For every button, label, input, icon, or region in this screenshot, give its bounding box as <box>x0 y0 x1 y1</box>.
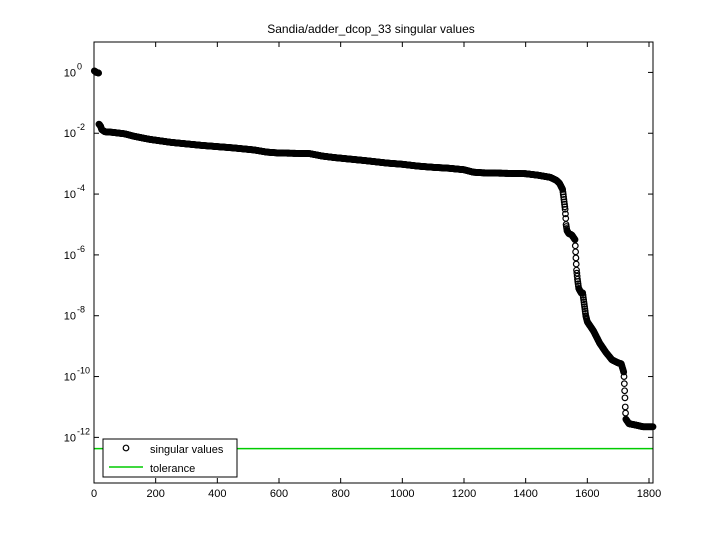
singular-value-point <box>561 203 569 211</box>
legend-label-singular-values: singular values <box>150 444 224 456</box>
y-tick-exponent: -6 <box>77 244 85 254</box>
singular-value-point <box>572 260 580 268</box>
x-tick-label: 1800 <box>637 488 661 500</box>
y-tick-label: 10-12 <box>64 426 90 444</box>
y-tick-base: 10 <box>64 67 76 79</box>
x-tick-label: 0 <box>91 488 97 500</box>
singular-value-point <box>620 368 628 376</box>
singular-value-point <box>95 69 103 77</box>
x-tick-label: 400 <box>208 488 226 500</box>
x-tick-label: 1200 <box>452 488 476 500</box>
singular-value-point <box>621 403 629 411</box>
singular-value-point <box>621 387 629 395</box>
x-tick-label: 200 <box>146 488 164 500</box>
legend-label-tolerance: tolerance <box>150 463 195 475</box>
y-tick-base: 10 <box>64 189 76 201</box>
y-tick-base: 10 <box>64 372 76 384</box>
legend: singular values tolerance <box>102 438 238 478</box>
plot-frame <box>93 41 654 484</box>
x-tick-label: 800 <box>331 488 349 500</box>
singular-value-point <box>620 380 628 388</box>
x-tick-label: 600 <box>270 488 288 500</box>
singular-value-point <box>559 191 567 198</box>
y-tick-label: 10-10 <box>64 366 90 384</box>
singular-value-point <box>561 205 569 213</box>
singular-value-point <box>572 254 580 262</box>
singular-value-point <box>561 200 568 208</box>
singular-value-point <box>560 198 568 206</box>
y-tick-label: 10-4 <box>64 183 85 201</box>
singular-value-point <box>621 394 629 402</box>
y-tick-exponent: 0 <box>77 61 82 71</box>
singular-value-point <box>559 186 567 193</box>
singular-value-point <box>622 409 629 417</box>
y-tick-exponent: -10 <box>77 366 90 376</box>
y-tick-exponent: -12 <box>77 426 90 436</box>
y-tick-label: 10-8 <box>64 305 85 323</box>
y-tick-exponent: -8 <box>77 305 85 315</box>
y-tick-label: 10-2 <box>64 122 85 140</box>
x-tick-label: 1600 <box>575 488 599 500</box>
chart-title: Sandia/adder_dcop_33 singular values <box>267 22 475 36</box>
singular-value-point <box>560 193 567 201</box>
x-tick-label: 1400 <box>513 488 537 500</box>
y-tick-label: 100 <box>64 61 82 79</box>
y-tick-base: 10 <box>64 432 76 444</box>
singular-value-point <box>560 195 568 203</box>
y-tick-exponent: -2 <box>77 122 85 132</box>
y-tick-base: 10 <box>64 311 76 323</box>
y-tick-label: 10-6 <box>64 244 85 262</box>
singular-value-point <box>572 248 580 256</box>
x-axis-ticks: 0 200 400 600 800 1000 1200 1400 1600 1800 <box>91 42 661 500</box>
y-tick-base: 10 <box>64 250 76 262</box>
singular-value-point <box>562 210 569 218</box>
y-tick-exponent: -4 <box>77 183 85 193</box>
singular-value-point <box>571 242 579 250</box>
data-points <box>90 67 657 431</box>
singular-value-point <box>620 373 628 380</box>
legend-marker-singular-values <box>122 444 130 452</box>
x-tick-label: 1000 <box>390 488 414 500</box>
y-tick-base: 10 <box>64 128 76 140</box>
singular-value-point <box>559 188 567 196</box>
